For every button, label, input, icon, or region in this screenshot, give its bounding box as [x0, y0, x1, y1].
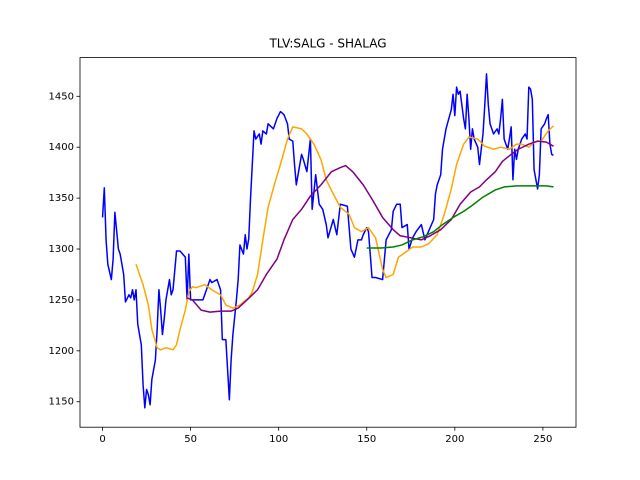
axes-frame [79, 57, 577, 428]
x-tick-label: 200 [445, 434, 464, 445]
series-line [101, 73, 554, 409]
y-tick-label: 1300 [49, 244, 74, 255]
x-tick-label: 250 [533, 434, 552, 445]
y-tick-label: 1250 [49, 295, 74, 306]
chart-title: TLV:SALG - SHALAG [268, 37, 386, 51]
x-tick-label: 100 [269, 434, 288, 445]
x-tick-label: 150 [357, 434, 376, 445]
y-tick-label: 1150 [49, 397, 74, 408]
series-line [186, 140, 554, 313]
y-tick-label: 1200 [49, 346, 74, 357]
x-tick-label: 50 [184, 434, 197, 445]
plot-area [101, 73, 554, 409]
y-tick-label: 1400 [49, 142, 74, 153]
series-line [135, 125, 554, 351]
y-tick-label: 1350 [49, 193, 74, 204]
y-tick-label: 1450 [49, 91, 74, 102]
series-line [366, 185, 554, 249]
x-tick-label: 0 [99, 434, 105, 445]
